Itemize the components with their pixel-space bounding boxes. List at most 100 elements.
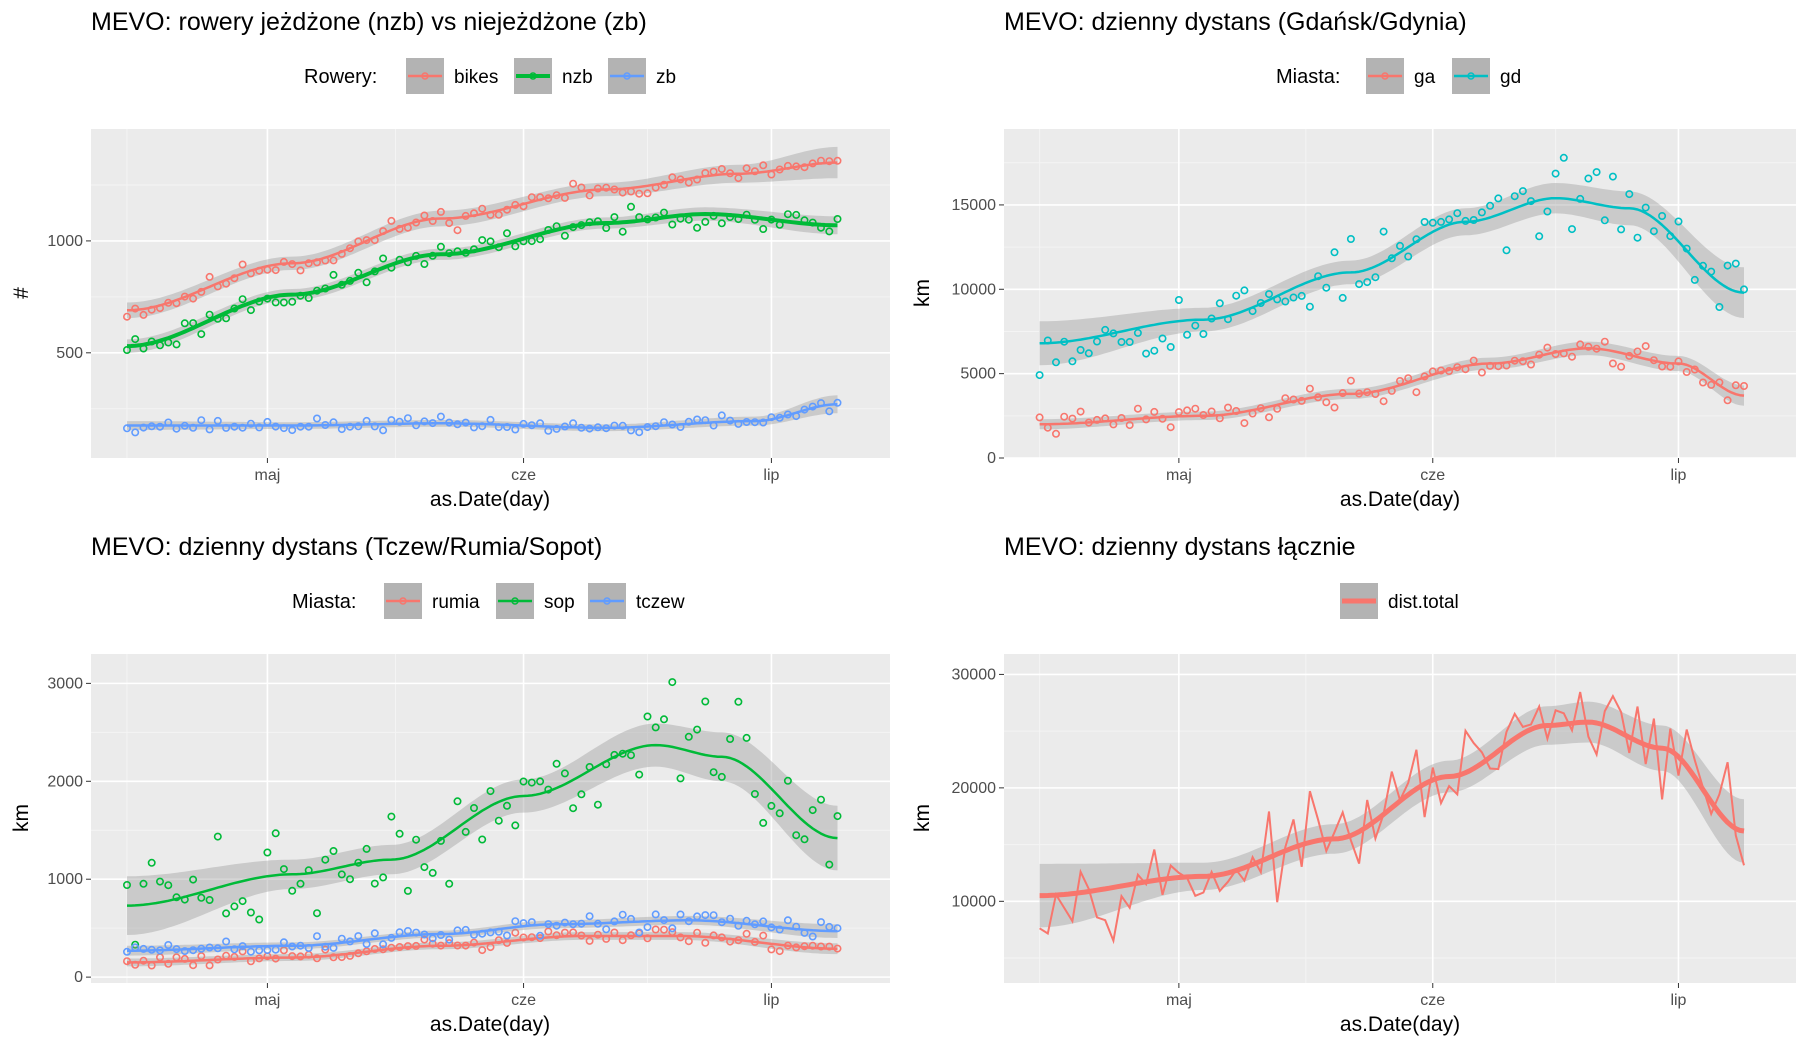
data-point-gd <box>1723 261 1732 270</box>
data-point-tczew <box>354 932 363 941</box>
panel-gdansk-gdynia: MEVO: dzienny dystans (Gdańsk/Gdynia) Mi… <box>911 8 1796 511</box>
data-point-ga <box>1305 384 1314 393</box>
data-point-tczew <box>635 928 644 937</box>
data-point-sop <box>395 829 404 838</box>
y-axis-label: # <box>10 287 33 299</box>
data-point-nzb <box>288 297 297 306</box>
data-point-ga <box>1543 343 1552 352</box>
x-tick-label: cze <box>511 467 536 484</box>
data-point-gd <box>1125 337 1134 346</box>
legend-title: Miasta: <box>1276 66 1340 88</box>
data-point-rumia <box>511 928 520 937</box>
data-point-gd <box>1035 371 1044 380</box>
data-point-sop <box>726 734 735 743</box>
data-point-tczew <box>379 940 388 949</box>
data-point-sop <box>792 831 801 840</box>
data-point-nzb <box>172 340 181 349</box>
data-point-bikes <box>345 244 354 253</box>
data-point-rumia <box>651 925 660 934</box>
grid <box>91 129 890 458</box>
grid <box>1004 654 1796 983</box>
confidence-band-bikes <box>127 146 838 319</box>
data-point-nzb <box>668 220 677 229</box>
data-point-gd <box>1502 246 1511 255</box>
data-point-ga <box>1076 407 1085 416</box>
data-point-rumia <box>238 947 247 956</box>
data-point-zb <box>379 426 388 435</box>
data-point-tczew <box>783 916 792 925</box>
data-point-zb <box>825 407 834 416</box>
data-point-sop <box>312 909 321 918</box>
data-point-gd <box>1158 334 1167 343</box>
data-point-tczew <box>651 910 660 919</box>
x-tick-label: maj <box>255 467 281 484</box>
data-point-nzb <box>610 213 619 222</box>
data-point-zb <box>354 422 363 431</box>
data-point-sop <box>775 809 784 818</box>
y-axis-label: km <box>911 804 934 832</box>
data-point-gd <box>1477 208 1486 217</box>
data-point-nzb <box>833 215 842 224</box>
data-point-sop <box>833 812 842 821</box>
data-point-tczew <box>246 947 255 956</box>
x-axis-label: as.Date(day) <box>430 488 550 511</box>
data-point-bikes <box>139 310 148 319</box>
data-point-sop <box>767 801 776 810</box>
data-point-gd <box>1453 209 1462 218</box>
data-point-gd <box>1166 342 1175 351</box>
data-point-ga <box>1568 352 1577 361</box>
data-point-gd <box>1584 174 1593 183</box>
data-point-nzb <box>783 210 792 219</box>
data-point-sop <box>527 778 536 787</box>
data-point-ga <box>1158 414 1167 423</box>
data-point-rumia <box>742 929 751 938</box>
data-point-sop <box>205 895 214 904</box>
data-point-sop <box>783 776 792 785</box>
data-point-rumia <box>767 945 776 954</box>
confidence-band-dist.total <box>1039 701 1744 928</box>
data-point-sop <box>502 801 511 810</box>
data-point-bikes <box>833 156 842 165</box>
data-point-sop <box>635 770 644 779</box>
axes: 0 5000 10000 15000 maj cze lip <box>952 197 1687 484</box>
data-point-nzb <box>131 335 140 344</box>
data-point-bikes <box>329 256 338 265</box>
data-point-sop <box>123 880 132 889</box>
data-point-sop <box>197 893 206 902</box>
data-point-sop <box>321 855 330 864</box>
data-point-nzb <box>205 310 214 319</box>
chart-title: MEVO: rowery jeżdżone (nzb) vs niejeżdżo… <box>91 8 647 36</box>
legend-item-sop: sop <box>496 583 575 619</box>
legend-item-dist-total: dist.total <box>1340 583 1459 619</box>
data-point-ga <box>1477 368 1486 377</box>
y-tick-label: 30000 <box>952 666 997 683</box>
data-point-ga <box>1224 403 1233 412</box>
data-point-ga <box>1240 419 1249 428</box>
legend-label-rumia: rumia <box>432 592 480 613</box>
data-point-bikes <box>436 207 445 216</box>
data-point-bikes <box>494 210 503 219</box>
data-point-gd <box>1404 252 1413 261</box>
data-point-nzb <box>478 236 487 245</box>
data-point-sop <box>370 879 379 888</box>
data-point-tczew <box>552 921 561 930</box>
data-point-ga <box>1150 407 1159 416</box>
data-point-zb <box>312 414 321 423</box>
data-point-nzb <box>362 278 371 287</box>
data-point-nzb <box>502 229 511 238</box>
data-point-rumia <box>420 935 429 944</box>
data-point-sop <box>478 835 487 844</box>
data-point-ga <box>1740 381 1749 390</box>
data-point-tczew <box>668 924 677 933</box>
data-point-bikes <box>643 189 652 198</box>
data-point-sop <box>263 848 272 857</box>
axes: 10000 20000 30000 maj cze lip <box>952 666 1687 1009</box>
data-point-sop <box>288 886 297 895</box>
data-point-ga <box>1330 403 1339 412</box>
data-point-bikes <box>453 226 462 235</box>
data-point-gd <box>1658 212 1667 221</box>
data-point-sop <box>759 818 768 827</box>
data-point-nzb <box>246 306 255 315</box>
data-point-gd <box>1510 192 1519 201</box>
data-point-gd <box>1142 349 1151 358</box>
